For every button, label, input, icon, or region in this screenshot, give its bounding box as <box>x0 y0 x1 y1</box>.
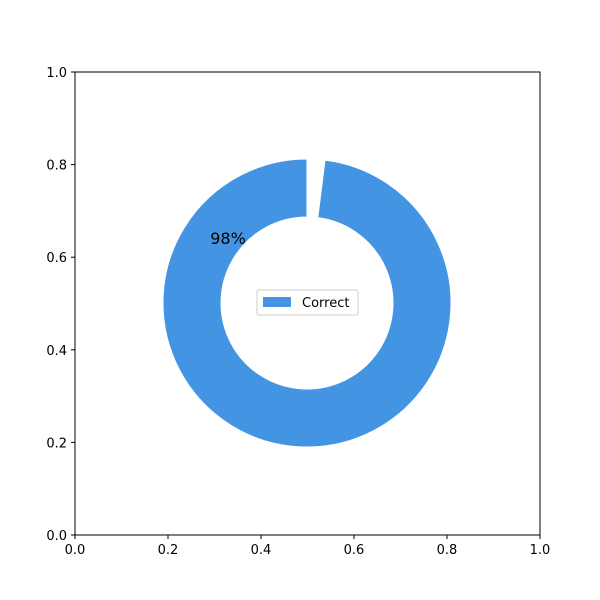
y-tick-label: 0.4 <box>46 344 67 359</box>
x-tick-label: 0.6 <box>344 543 365 558</box>
x-tick-label: 0.2 <box>158 543 179 558</box>
slices <box>162 144 452 448</box>
legend-label-correct: Correct <box>302 296 349 311</box>
slice-remainder <box>307 144 327 204</box>
slice-correct <box>162 158 452 448</box>
y-axis: 0.0 0.2 0.4 0.6 0.8 1.0 <box>46 66 75 544</box>
x-tick-label: 0.4 <box>251 543 272 558</box>
legend-swatch-correct <box>263 297 291 307</box>
y-tick-label: 0.0 <box>46 529 67 544</box>
x-axis: 0.0 0.2 0.4 0.6 0.8 1.0 <box>65 535 551 558</box>
y-tick-label: 0.2 <box>46 436 67 451</box>
y-tick-label: 1.0 <box>46 66 67 81</box>
x-tick-label: 1.0 <box>530 543 551 558</box>
legend: Correct <box>256 289 359 316</box>
x-tick-label: 0.0 <box>65 543 86 558</box>
plot-frame <box>74 71 541 536</box>
slice-percentage-label: 98% <box>210 229 246 248</box>
y-tick-label: 0.8 <box>46 159 67 174</box>
y-tick-label: 0.6 <box>46 251 67 266</box>
x-tick-label: 0.8 <box>437 543 458 558</box>
legend-frame <box>256 289 359 316</box>
